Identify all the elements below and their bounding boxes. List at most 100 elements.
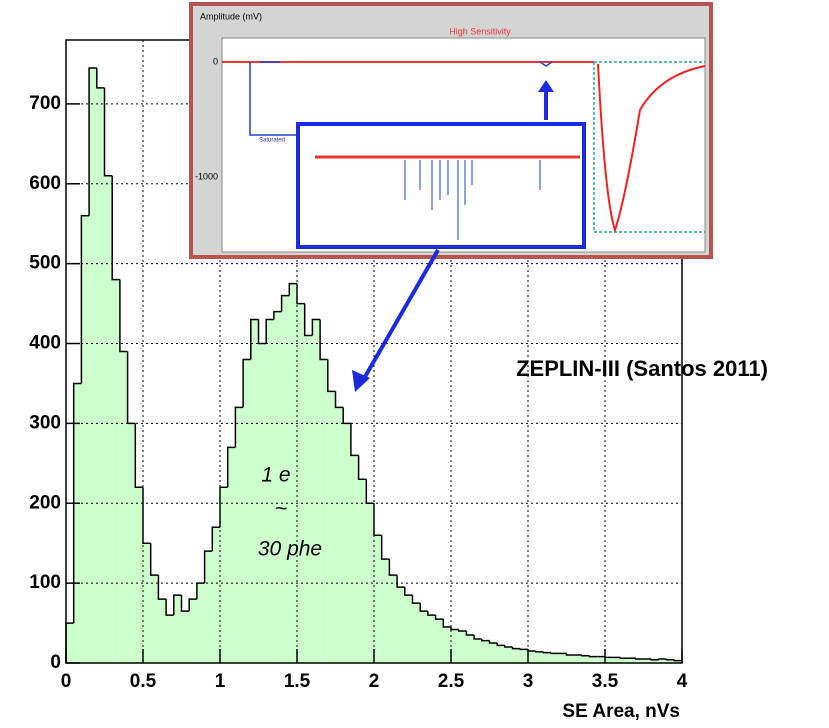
- bar: [551, 653, 559, 663]
- bar: [474, 639, 482, 663]
- bar-outline: [659, 659, 667, 660]
- bar-outline: [443, 619, 451, 627]
- bar-outline: [567, 653, 575, 655]
- bar: [266, 320, 274, 663]
- bar-outline: [536, 651, 544, 652]
- bar: [166, 615, 174, 663]
- chart: 010020030040050060070000.511.522.533.54 …: [0, 0, 829, 728]
- bar-outline: [135, 423, 143, 487]
- x-tick-label: 3.5: [592, 671, 619, 692]
- bar: [105, 176, 113, 663]
- annotation: ZEPLIN-III (Santos 2011): [516, 356, 768, 381]
- bar: [443, 627, 451, 663]
- bar-outline: [636, 658, 644, 659]
- bar: [590, 657, 598, 663]
- bar: [143, 543, 151, 663]
- bar-outline: [359, 455, 367, 479]
- bar: [528, 651, 536, 663]
- bar-outline: [405, 587, 413, 595]
- y-tick-label: 100: [29, 572, 61, 593]
- y-tick-label: 200: [29, 492, 61, 513]
- y-tick-label: 500: [29, 253, 61, 274]
- bar-outline: [351, 423, 359, 455]
- bar: [336, 407, 344, 663]
- bar-outline: [674, 660, 682, 661]
- annotation: 30 phe: [258, 538, 322, 561]
- bar: [343, 423, 351, 663]
- bar: [151, 575, 159, 663]
- inset-y-label: Amplitude (mV): [200, 11, 262, 21]
- bar: [513, 649, 521, 663]
- bar: [497, 645, 505, 663]
- bar-outline: [505, 645, 513, 647]
- bar-outline: [158, 575, 166, 599]
- bar-outline: [459, 629, 467, 631]
- bar-outline: [590, 656, 598, 657]
- bar: [459, 631, 467, 663]
- bar: [436, 619, 444, 663]
- bar: [174, 595, 182, 663]
- bar: [382, 559, 390, 663]
- bar: [81, 216, 89, 663]
- bar: [413, 603, 421, 663]
- inset-title: High Sensitivity: [449, 26, 511, 36]
- bar: [567, 655, 575, 663]
- bar: [482, 641, 490, 663]
- bar-outline: [667, 659, 675, 660]
- bar-outline: [120, 280, 128, 352]
- bar: [536, 652, 544, 663]
- bar: [128, 423, 136, 663]
- bar: [274, 312, 282, 663]
- bar-outline: [513, 647, 521, 649]
- bar: [243, 359, 251, 663]
- bar: [374, 535, 382, 663]
- bar-outline: [328, 359, 336, 391]
- bar-outline: [528, 649, 536, 651]
- bar: [490, 643, 498, 663]
- bar: [197, 583, 205, 663]
- bar: [135, 487, 143, 663]
- bar: [328, 391, 336, 663]
- bar-outline: [166, 599, 174, 615]
- annotation: ~: [275, 498, 287, 521]
- y-tick-label: 300: [29, 412, 61, 433]
- x-tick-label: 1.5: [284, 671, 311, 692]
- bar-outline: [143, 487, 151, 543]
- bar: [466, 635, 474, 663]
- bar: [89, 68, 97, 663]
- bar-outline: [413, 595, 421, 603]
- bar: [405, 595, 413, 663]
- y-tick-label: 400: [29, 333, 61, 354]
- bar-outline: [428, 611, 436, 615]
- x-tick-label: 4: [677, 671, 688, 692]
- bar-outline: [305, 304, 313, 336]
- bar-outline: [259, 320, 267, 344]
- bar: [74, 383, 82, 663]
- bar-outline: [490, 641, 498, 643]
- bar-outline: [474, 635, 482, 639]
- bar-outline: [397, 575, 405, 587]
- bar-outline: [151, 543, 159, 575]
- bar-outline: [336, 391, 344, 407]
- bar: [251, 320, 259, 663]
- bar-outline: [651, 659, 659, 660]
- bar-outline: [374, 503, 382, 535]
- bar-outline: [543, 652, 551, 653]
- bar: [543, 653, 551, 663]
- bar-outline: [389, 559, 397, 575]
- bar-outline: [605, 657, 613, 658]
- bar: [297, 304, 305, 663]
- bar: [228, 447, 236, 663]
- bar-outline: [343, 407, 351, 423]
- bar: [66, 623, 74, 663]
- x-tick-label: 1: [215, 671, 226, 692]
- bar: [505, 647, 513, 663]
- bar-outline: [128, 352, 136, 424]
- x-tick-label: 2: [369, 671, 380, 692]
- bar: [574, 655, 582, 663]
- bar: [112, 280, 120, 663]
- bar-outline: [497, 643, 505, 645]
- bar: [182, 611, 190, 663]
- bar: [212, 527, 220, 663]
- arrow: [362, 250, 438, 382]
